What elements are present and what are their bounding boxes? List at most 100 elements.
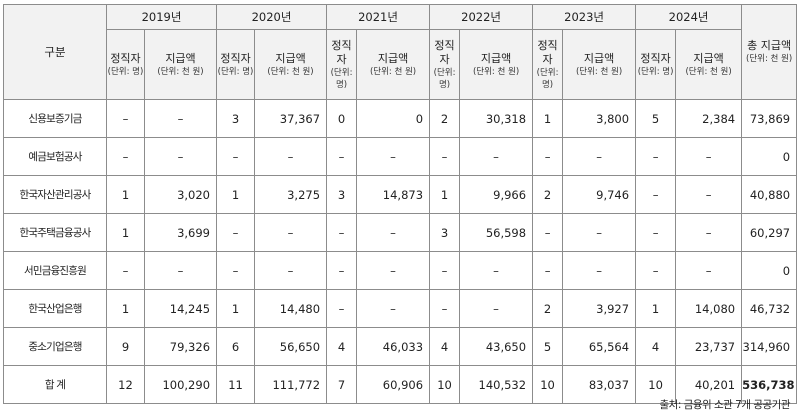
amount-cell: –: [143, 99, 218, 138]
total-cell: 314,960: [741, 327, 798, 366]
count-cell: 1: [216, 289, 256, 328]
header-year: 2024년: [635, 4, 743, 30]
header-count: 정직자 (단위: 명): [216, 29, 256, 100]
amount-cell: 46,033: [356, 327, 431, 366]
amount-cell: 3,699: [143, 213, 218, 252]
amount-cell: 2,384: [675, 99, 743, 138]
year-header-row: 구분 2019년 2020년 2021년 2022년 2023년 2024년 총…: [3, 4, 798, 100]
count-cell: –: [106, 99, 145, 138]
header-year: 2020년: [216, 4, 328, 30]
amount-cell: –: [562, 251, 637, 290]
header-amount-unit: (단위: 천 원): [575, 66, 623, 77]
header-gubun: 구분: [3, 4, 107, 100]
amount-cell: –: [675, 137, 743, 176]
header-count-label: 정직자: [220, 51, 251, 65]
count-cell: 3: [429, 213, 461, 252]
amount-cell: 14,873: [356, 175, 431, 214]
count-cell: 12: [106, 365, 145, 404]
row-name: 서민금융진흥원: [3, 251, 107, 290]
row-name: 신용보증기금: [3, 99, 107, 138]
header-year: 2019년: [105, 4, 218, 30]
header-count-unit: (단위: 명): [330, 67, 353, 90]
total-cell: 0: [741, 251, 798, 290]
table-row: 합 계 12 100,290 11 111,772 7 60,906 10 140,532 10 8…: [3, 365, 798, 404]
count-cell: –: [326, 289, 358, 328]
amount-cell: 9,966: [459, 175, 534, 214]
header-year: 2022년: [429, 4, 534, 30]
count-cell: 5: [635, 99, 677, 138]
header-count-label: 정직자: [640, 51, 671, 65]
count-cell: –: [635, 175, 677, 214]
header-amount-label: 지급액: [583, 51, 615, 65]
count-cell: 2: [429, 99, 461, 138]
header-count-label: 정직자: [434, 38, 455, 66]
total-cell: 46,732: [741, 289, 798, 328]
amount-cell: 30,318: [459, 99, 534, 138]
header-amount-label: 지급액: [480, 51, 512, 65]
header-amount-label: 지급액: [275, 51, 306, 65]
amount-cell: –: [356, 251, 431, 290]
amount-cell: 56,650: [254, 327, 328, 366]
count-cell: 5: [532, 327, 564, 366]
amount-cell: 23,737: [675, 327, 743, 366]
count-cell: –: [106, 137, 145, 176]
header-total-unit: (단위: 천 원): [746, 54, 793, 64]
header-count: 정직자 (단위: 명): [326, 29, 358, 100]
count-cell: 6: [216, 327, 256, 366]
table-row: 한국자산관리공사 1 3,020 1 3,275 3 14,873 1 9,966 2 9,746–…: [3, 175, 798, 214]
header-year: 2023년: [532, 4, 637, 30]
count-cell: 3: [216, 99, 256, 138]
table-body: 신용보증기금 – –3 37,367 0 0 2 30,318 1 3,800 5 2,384 73,8…: [3, 99, 798, 404]
count-cell: –: [326, 137, 358, 176]
amount-cell: –: [675, 175, 743, 214]
table-row: 중소기업은행 9 79,326 6 56,650 4 46,033 4 43,650 5 65,56…: [3, 327, 798, 366]
header-amount: 지급액 (단위: 천 원): [459, 29, 534, 100]
header-amount: 지급액 (단위: 천 원): [254, 29, 328, 100]
header-total: 총 지급액 (단위: 천 원): [741, 4, 798, 100]
count-cell: –: [635, 213, 677, 252]
count-cell: –: [429, 251, 461, 290]
amount-cell: –: [459, 137, 534, 176]
header-amount-unit: (단위: 천 원): [267, 66, 314, 77]
total-cell: 40,880: [741, 175, 798, 214]
column-header-row: 정직자 (단위: 명) 지급액 (단위: 천 원) 정직자 (단위: 명) 지급액 (단…: [4, 29, 797, 100]
table-row: 예금보험공사 – – – – – – – – – – – –0: [3, 137, 798, 176]
count-cell: –: [532, 137, 564, 176]
count-cell: 2: [532, 289, 564, 328]
row-name: 합 계: [3, 365, 107, 404]
compensation-table: 구분 2019년 2020년 2021년 2022년 2023년 2024년 총…: [3, 4, 798, 404]
count-cell: –: [216, 137, 256, 176]
row-name: 한국자산관리공사: [3, 175, 107, 214]
amount-cell: 3,927: [562, 289, 637, 328]
count-cell: 3: [326, 175, 358, 214]
count-cell: 10: [532, 365, 564, 404]
amount-cell: 79,326: [143, 327, 218, 366]
amount-cell: 60,906: [356, 365, 431, 404]
amount-cell: –: [562, 137, 637, 176]
header-count-unit: (단위: 명): [637, 66, 674, 77]
header-amount-unit: (단위: 천 원): [369, 66, 417, 77]
amount-cell: 37,367: [254, 99, 328, 138]
count-cell: –: [532, 251, 564, 290]
amount-cell: 40,201: [675, 365, 743, 404]
count-cell: –: [532, 213, 564, 252]
count-cell: 9: [106, 327, 145, 366]
header-count-label: 정직자: [331, 38, 352, 66]
header-count-label: 정직자: [537, 38, 558, 66]
count-cell: 1: [429, 175, 461, 214]
amount-cell: –: [459, 251, 534, 290]
amount-cell: –: [675, 251, 743, 290]
table-row: 신용보증기금 – –3 37,367 0 0 2 30,318 1 3,800 5 2,384 73,8…: [3, 99, 798, 138]
amount-cell: 14,245: [143, 289, 218, 328]
header-count: 정직자 (단위: 명): [635, 29, 677, 100]
row-name: 한국산업은행: [3, 289, 107, 328]
header-count-label: 정직자: [110, 51, 141, 65]
header-amount-label: 지급액: [693, 51, 724, 65]
count-cell: 0: [326, 99, 358, 138]
amount-cell: 9,746: [562, 175, 637, 214]
total-cell: 536,738: [741, 365, 798, 404]
total-cell: 73,869: [741, 99, 798, 138]
source-note: 출처: 금융위 소관 7개 공공기관: [659, 399, 791, 411]
header-amount-unit: (단위: 천 원): [685, 66, 732, 77]
header-amount: 지급액 (단위: 천 원): [356, 29, 431, 100]
